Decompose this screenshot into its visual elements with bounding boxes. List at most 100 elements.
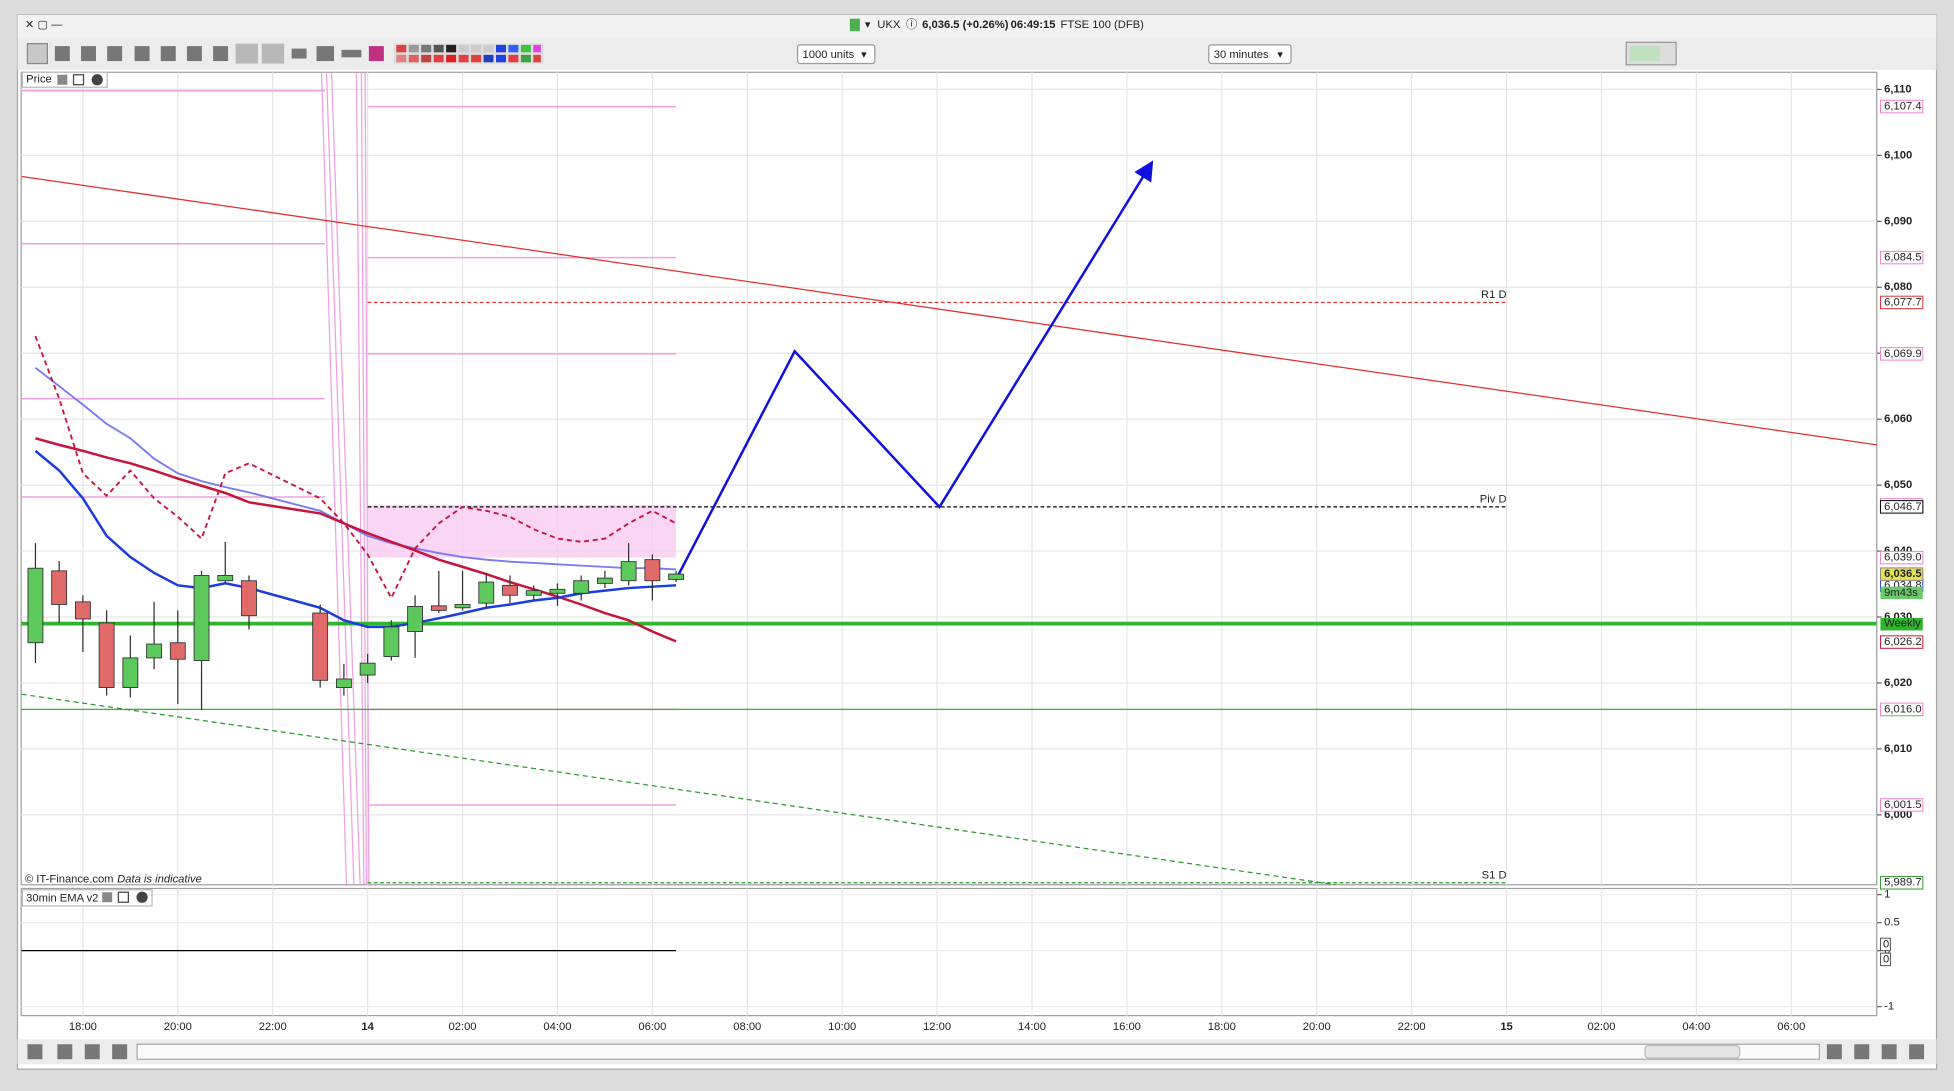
toolbar <box>17 37 1937 70</box>
candle-body <box>525 590 542 596</box>
clock: 06:49:15 <box>1011 19 1056 31</box>
x-tick-label: 02:00 <box>1587 1021 1615 1033</box>
price-label: 6,001.5 <box>1884 799 1921 811</box>
candle-body <box>122 657 139 689</box>
x-tick-label: 18:00 <box>1208 1021 1236 1033</box>
x-tick-label: 18:00 <box>69 1021 97 1033</box>
candle-body <box>193 575 210 661</box>
scroll-thumb[interactable] <box>1644 1044 1741 1059</box>
settings-icon[interactable] <box>102 892 113 903</box>
close-button[interactable]: ✕ ▢ — <box>25 19 63 31</box>
price-label-box <box>1879 702 1924 717</box>
y-tick-label: -1 <box>1884 1001 1894 1013</box>
y-tick-label: 6,060 <box>1884 413 1912 425</box>
price-label-box <box>1879 635 1924 649</box>
y-tick-label: 1 <box>1884 889 1890 901</box>
candle-body <box>668 573 685 580</box>
y-tick-label: 6,100 <box>1884 149 1912 161</box>
title-bar <box>17 14 1937 38</box>
trend-line <box>21 693 1336 885</box>
candle-body <box>217 575 234 582</box>
dropdown-caret[interactable]: ▾ <box>865 19 871 31</box>
candle-body <box>51 570 68 605</box>
price-label-box <box>1879 798 1924 812</box>
x-tick-label: 02:00 <box>449 1021 477 1033</box>
candle-body <box>27 567 44 644</box>
y-tick-label: 6,090 <box>1884 215 1912 227</box>
candle-body <box>335 678 352 689</box>
x-tick-label: 06:00 <box>1777 1021 1805 1033</box>
indicator-line <box>34 366 677 571</box>
y-tick-label: 0.5 <box>1884 917 1900 929</box>
x-tick-label: 16:00 <box>1113 1021 1141 1033</box>
footer-note: Data is indicative <box>117 874 202 886</box>
level-name: R1 D <box>1481 289 1507 301</box>
level-name: Piv D <box>1480 493 1507 505</box>
price-label: 6,069.9 <box>1884 348 1921 360</box>
window-icon[interactable] <box>117 891 129 903</box>
grid <box>21 72 1877 1016</box>
level-name: Weekly <box>1884 618 1921 630</box>
indicator-line <box>34 449 677 629</box>
y-tick-label: 6,110 <box>1884 83 1911 95</box>
quote: 6,036.5 (+0.26%) <box>922 19 1009 31</box>
candle-body <box>169 642 186 660</box>
close-icon[interactable] <box>91 74 103 86</box>
price-label: 6,107.4 <box>1884 101 1921 113</box>
price-label: 6,039.0 <box>1884 552 1921 564</box>
x-tick-label: 20:00 <box>164 1021 192 1033</box>
window-icon[interactable] <box>72 74 85 86</box>
x-tick-label: 15 <box>1500 1021 1512 1033</box>
price-label-box <box>1879 99 1924 114</box>
candle-body <box>644 559 661 582</box>
bottom-tools <box>27 1044 1925 1060</box>
price-panel-title: Price <box>26 74 52 86</box>
candle-body <box>383 626 400 658</box>
x-tick-label: 10:00 <box>828 1021 856 1033</box>
dropdown-caret: ▾ <box>1277 49 1283 61</box>
toolbar-tools <box>26 42 384 65</box>
y-tick-label: 6,050 <box>1884 479 1912 491</box>
candle-body <box>98 622 115 689</box>
x-tick-label: 22:00 <box>259 1021 287 1033</box>
size-dropdown[interactable] <box>796 44 876 65</box>
indicator-panel <box>20 887 1878 1017</box>
value-label: 0 <box>1883 953 1889 965</box>
instrument-icon <box>849 18 860 32</box>
x-tick-label: 22:00 <box>1398 1021 1426 1033</box>
x-tick-label: 04:00 <box>543 1021 571 1033</box>
candle-body <box>549 588 566 594</box>
price-label: 5,989.7 <box>1884 877 1921 889</box>
candle-body <box>430 605 447 611</box>
candle-body <box>359 662 376 676</box>
x-tick-label: 12:00 <box>923 1021 951 1033</box>
price-plot <box>21 72 1877 885</box>
color-swatches <box>393 43 544 64</box>
info-icon[interactable]: ⓘ <box>906 18 917 31</box>
interval-dropdown[interactable] <box>1208 44 1292 65</box>
candle-body <box>478 581 495 604</box>
price-label-box <box>1879 250 1924 265</box>
price-label: 6,046.7 <box>1884 501 1921 513</box>
session-lines <box>320 72 370 885</box>
countdown: 9m43s <box>1884 587 1918 599</box>
close-icon[interactable] <box>136 891 148 903</box>
settings-icon[interactable] <box>57 74 68 85</box>
interval-value: 30 minutes <box>1214 49 1269 61</box>
value-box <box>1879 937 1891 952</box>
price-label: 6,016.0 <box>1884 703 1921 715</box>
candle-body <box>407 606 424 632</box>
scrollbar[interactable] <box>136 1043 1821 1060</box>
candle-body <box>454 604 471 609</box>
symbol: UKX <box>877 19 901 31</box>
candle-body <box>241 580 257 617</box>
chart-type-icon <box>1629 46 1660 62</box>
x-tick-label: 08:00 <box>733 1021 761 1033</box>
value-box <box>1879 952 1891 967</box>
x-tick-label: 14 <box>361 1021 374 1033</box>
price-label-box <box>1879 500 1924 514</box>
price-label: 6,026.2 <box>1884 636 1921 648</box>
candle-body <box>502 584 518 596</box>
